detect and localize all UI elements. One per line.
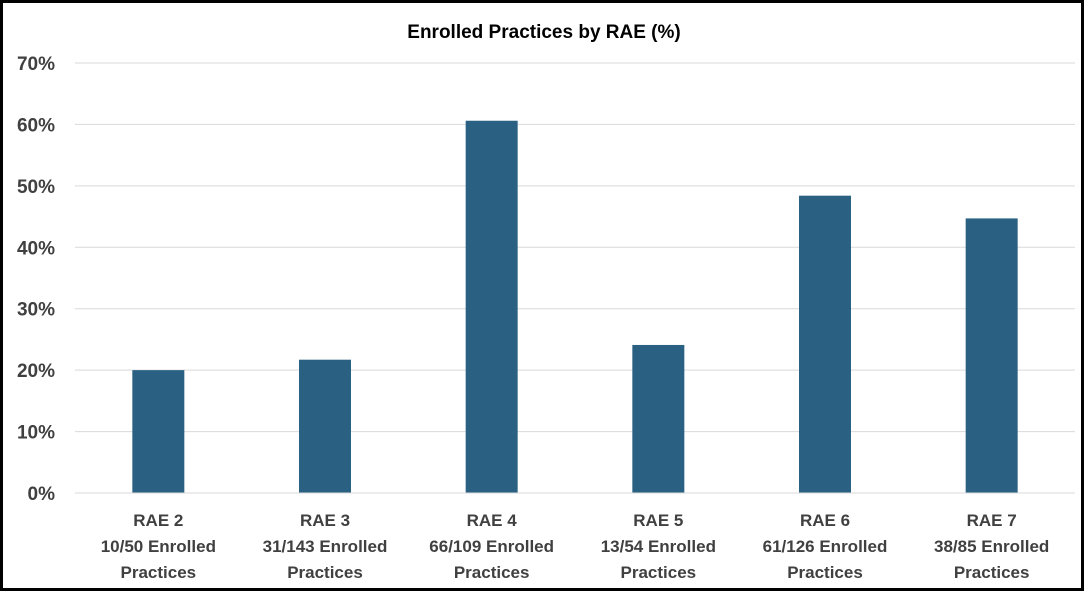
bars: [132, 120, 1018, 493]
bar: [799, 195, 851, 493]
x-tick-label: RAE 3 31/143 Enrolled Practices: [263, 511, 388, 582]
x-axis-ticks: RAE 2 10/50 Enrolled Practices RAE 3 31/143 …: [101, 511, 1050, 582]
y-tick-label: 30%: [17, 300, 55, 321]
y-tick-label: 10%: [17, 423, 55, 444]
y-tick-label: 40%: [17, 238, 55, 259]
x-tick-label: RAE 2 10/50 Enrolled Practices: [101, 511, 216, 582]
y-tick-label: 50%: [17, 177, 55, 198]
y-tick-label: 60%: [17, 115, 55, 136]
gridlines: [75, 62, 1075, 433]
x-tick-label: RAE 4 66/109 Enrolled Practices: [429, 511, 554, 582]
bar: [299, 359, 351, 493]
y-tick-label: 0%: [28, 484, 56, 505]
x-tick-label: RAE 7 38/85 Enrolled Practices: [934, 511, 1049, 582]
bar: [132, 370, 185, 493]
y-tick-label: 20%: [17, 361, 55, 382]
x-tick-label: RAE 5 13/54 Enrolled Practices: [601, 511, 716, 582]
y-axis-ticks: 0% 10% 20% 30% 40% 50% 60% 70%: [17, 54, 55, 505]
bar: [465, 120, 518, 493]
bar: [632, 344, 685, 493]
x-tick-label: RAE 6 61/126 Enrolled Practices: [763, 511, 888, 582]
chart-title: Enrolled Practices by RAE (%): [407, 22, 680, 43]
bar: [965, 218, 1018, 493]
y-tick-label: 70%: [17, 54, 55, 75]
bar-chart: Enrolled Practices by RAE (%) 0% 10% 20% 30…: [17, 22, 1075, 582]
